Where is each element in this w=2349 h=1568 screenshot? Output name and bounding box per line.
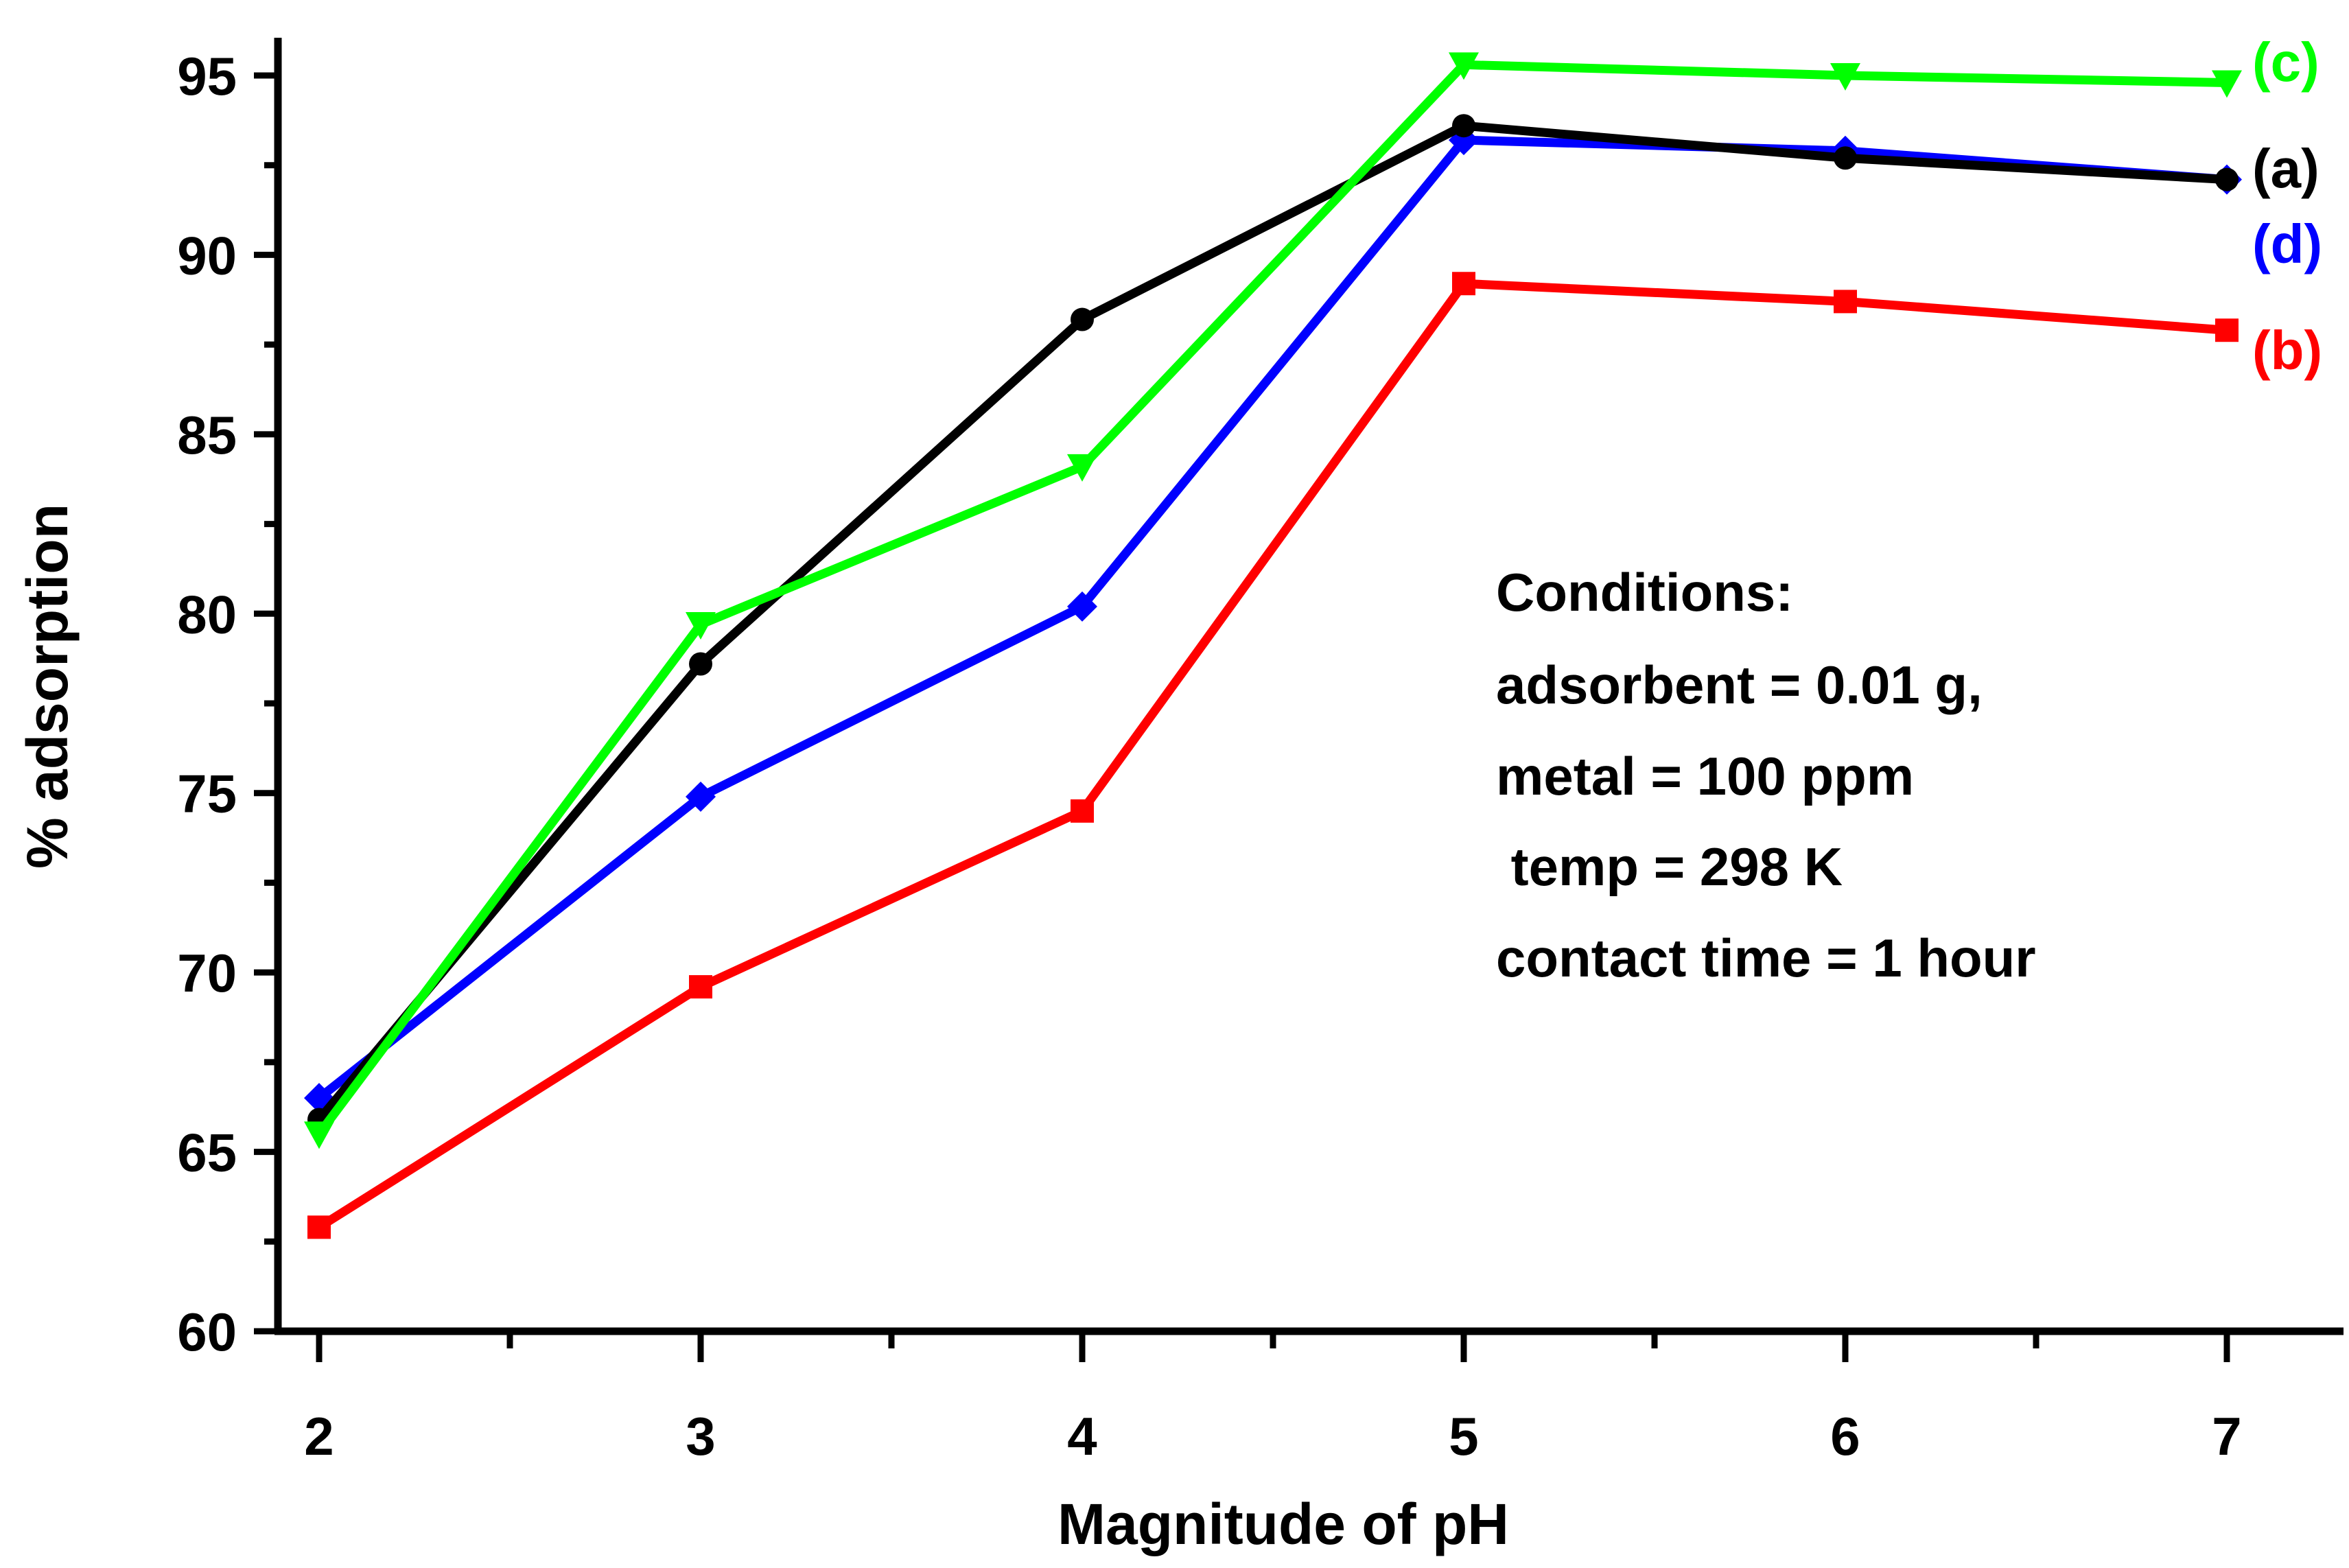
data-point — [1071, 307, 1094, 331]
series-line — [316, 121, 2228, 1123]
y-tick-label: 85 — [177, 405, 237, 465]
data-point — [1834, 146, 1857, 170]
series-a — [307, 114, 2239, 1132]
data-point — [1071, 799, 1094, 823]
series-layer — [304, 52, 2242, 1239]
data-point — [2212, 70, 2242, 98]
conditions-metal: metal = 100 ppm — [1496, 746, 1914, 806]
x-tick-label: 7 — [2212, 1406, 2241, 1466]
data-point — [1452, 272, 1475, 296]
conditions-annotation: Conditions: adsorbent = 0.01 g, metal = … — [1496, 562, 2036, 988]
data-point — [689, 975, 712, 999]
ticks — [254, 72, 2230, 1362]
conditions-adsorbent: adsorbent = 0.01 g, — [1496, 655, 1983, 715]
data-point — [1452, 114, 1475, 138]
conditions-title: Conditions: — [1496, 562, 1793, 622]
data-point — [686, 611, 716, 640]
y-axis-title: % adsorption — [15, 504, 80, 869]
series-line — [315, 60, 2228, 1137]
data-point — [689, 652, 712, 676]
legend-label-d: (d) — [2252, 213, 2322, 274]
legend-label-a: (a) — [2252, 138, 2319, 199]
x-tick-label: 4 — [1067, 1406, 1097, 1466]
x-tick-label: 2 — [304, 1406, 334, 1466]
x-tick-label: 3 — [686, 1406, 715, 1466]
series-line — [316, 279, 2228, 1231]
y-tick-label: 70 — [177, 943, 237, 1003]
data-point — [307, 1215, 331, 1239]
legend-label-b: (b) — [2252, 320, 2322, 381]
data-point — [1834, 290, 1857, 314]
series-c — [304, 52, 2242, 1149]
series-b — [307, 272, 2239, 1239]
y-tick-label: 65 — [177, 1123, 237, 1183]
data-point — [686, 781, 716, 812]
legend-label-c: (c) — [2252, 32, 2319, 93]
data-point — [1830, 63, 1860, 91]
data-point — [1067, 454, 1097, 482]
data-point — [1067, 591, 1097, 622]
conditions-contact-time: contact time = 1 hour — [1496, 928, 2036, 988]
x-tick-label: 6 — [1830, 1406, 1860, 1466]
y-tick-label: 60 — [177, 1302, 237, 1362]
tick-labels: 60 65 70 75 80 85 90 95 2 3 4 5 6 7 — [177, 46, 2241, 1466]
x-tick-label: 5 — [1449, 1406, 1478, 1466]
data-point — [2215, 318, 2239, 342]
y-tick-label: 80 — [177, 584, 237, 644]
series-line — [316, 135, 2228, 1102]
y-tick-label: 75 — [177, 764, 237, 824]
legend: (a) (b) (c) (d) — [2252, 32, 2322, 381]
data-point — [2215, 167, 2239, 191]
conditions-temp: temp = 298 K — [1496, 836, 1843, 897]
data-point — [304, 1121, 334, 1149]
data-point — [1449, 52, 1479, 80]
y-tick-label: 95 — [177, 46, 237, 106]
x-axis-title: Magnitude of pH — [1057, 1492, 1509, 1556]
y-tick-label: 90 — [177, 225, 237, 285]
